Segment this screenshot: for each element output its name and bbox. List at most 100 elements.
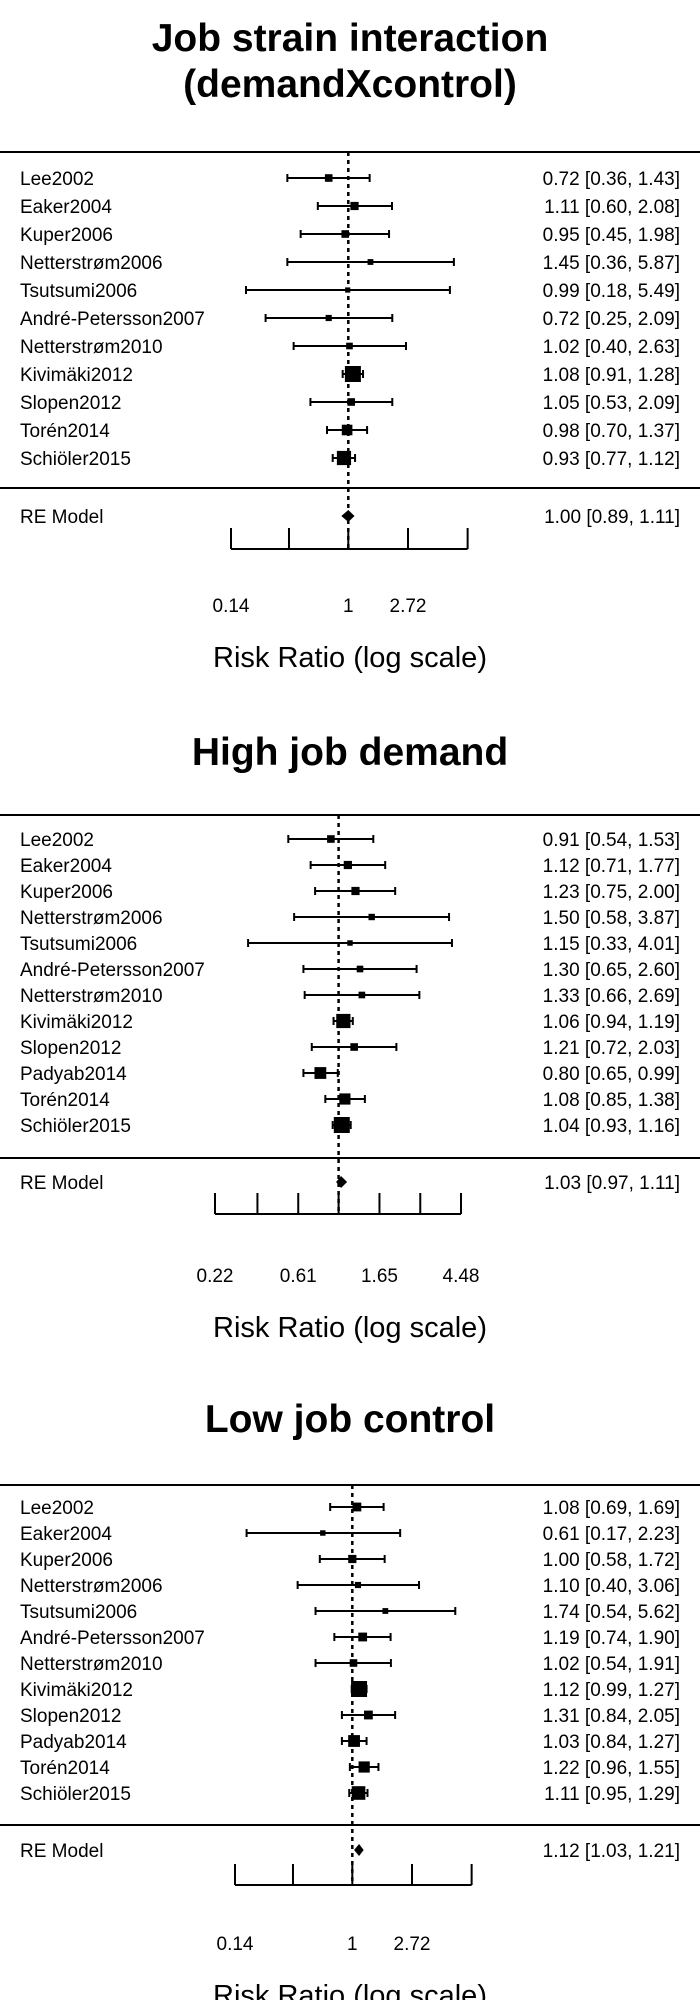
- point-estimate: [358, 1761, 370, 1773]
- point-estimate: [339, 1093, 351, 1105]
- study-row: Slopen2012 1.31 [0.84, 2.05]: [20, 1706, 680, 1727]
- study-label: Schiöler2015: [20, 449, 131, 470]
- study-row: Lee2002 1.08 [0.69, 1.69]: [20, 1498, 680, 1519]
- study-estimate: 1.10 [0.40, 3.06]: [543, 1576, 680, 1597]
- study-row: Netterstrøm2006 1.10 [0.40, 3.06]: [20, 1576, 680, 1597]
- summary-label: RE Model: [20, 1841, 103, 1862]
- point-estimate: [358, 1632, 368, 1642]
- study-estimate: 1.08 [0.91, 1.28]: [543, 365, 680, 386]
- study-estimate: 0.61 [0.17, 2.23]: [543, 1524, 680, 1545]
- study-label: Netterstrøm2006: [20, 1576, 163, 1597]
- study-label: Eaker2004: [20, 856, 112, 877]
- point-estimate: [324, 174, 333, 182]
- summary-estimate: 1.00 [0.89, 1.11]: [544, 507, 680, 528]
- study-label: Kuper2006: [20, 1550, 113, 1571]
- study-row: Kuper2006 0.95 [0.45, 1.98]: [20, 225, 680, 246]
- point-estimate: [352, 1502, 362, 1512]
- study-label: Slopen2012: [20, 1038, 121, 1059]
- study-estimate: 1.00 [0.58, 1.72]: [543, 1550, 680, 1571]
- chart-title: Job strain interaction (demandXcontrol): [151, 17, 549, 106]
- point-estimate: [348, 1735, 360, 1747]
- tick-label: 0.61: [280, 1266, 317, 1287]
- study-row: Schiöler2015 1.11 [0.95, 1.29]: [20, 1784, 680, 1805]
- summary-estimate: 1.03 [0.97, 1.11]: [544, 1173, 680, 1194]
- study-row: Tsutsumi2006 1.74 [0.54, 5.62]: [20, 1602, 680, 1623]
- study-label: Torén2014: [20, 421, 110, 442]
- study-label: Netterstrøm2006: [20, 908, 163, 929]
- study-label: Netterstrøm2010: [20, 986, 163, 1007]
- study-label: Netterstrøm2010: [20, 1654, 163, 1675]
- study-row: Padyab2014 1.03 [0.84, 1.27]: [20, 1732, 680, 1753]
- study-label: Kivimäki2012: [20, 365, 133, 386]
- point-estimate: [351, 1786, 366, 1800]
- tick-label: 0.22: [197, 1266, 234, 1287]
- point-estimate: [347, 940, 353, 946]
- study-row: André-Petersson2007 1.19 [0.74, 1.90]: [20, 1628, 680, 1649]
- study-row: Tsutsumi2006 1.15 [0.33, 4.01]: [20, 934, 680, 955]
- chart-title: High job demand: [191, 731, 509, 774]
- point-estimate: [314, 1067, 327, 1079]
- summary-row: RE Model 1.00 [0.89, 1.11]: [20, 507, 680, 528]
- study-estimate: 1.21 [0.72, 2.03]: [543, 1038, 680, 1059]
- tick-label: 2.72: [394, 1934, 431, 1955]
- study-estimate: 0.93 [0.77, 1.12]: [543, 449, 680, 470]
- study-estimate: 0.98 [0.70, 1.37]: [543, 421, 680, 442]
- study-label: Tsutsumi2006: [20, 281, 137, 302]
- summary-label: RE Model: [20, 1173, 103, 1194]
- study-estimate: 1.15 [0.33, 4.01]: [543, 934, 680, 955]
- study-estimate: 1.04 [0.93, 1.16]: [543, 1116, 680, 1137]
- x-axis: 0.14 1 2.72: [213, 528, 469, 617]
- study-label: Kuper2006: [20, 882, 113, 903]
- forest-plot-job-strain: Job strain interaction (demandXcontrol) …: [0, 0, 700, 700]
- study-label: Torén2014: [20, 1090, 110, 1111]
- study-row: Slopen2012 1.05 [0.53, 2.09]: [20, 393, 680, 414]
- study-estimate: 1.45 [0.36, 5.87]: [543, 253, 680, 274]
- study-estimate: 1.06 [0.94, 1.19]: [543, 1012, 680, 1033]
- forest-plot-svg: Lee2002 0.91 [0.54, 1.53] Eaker2004 1.12 [0…: [0, 814, 700, 1344]
- point-estimate: [336, 450, 352, 466]
- tick-label: 1.65: [361, 1266, 398, 1287]
- study-row: Slopen2012 1.21 [0.72, 2.03]: [20, 1038, 680, 1059]
- study-estimate: 1.11 [0.60, 2.08]: [544, 197, 680, 218]
- tick-label: 0.14: [217, 1934, 254, 1955]
- study-estimate: 1.19 [0.74, 1.90]: [543, 1628, 680, 1649]
- study-label: André-Petersson2007: [20, 960, 205, 981]
- study-label: Kivimäki2012: [20, 1012, 133, 1033]
- study-estimate: 1.02 [0.54, 1.91]: [543, 1654, 680, 1675]
- summary-estimate: 1.12 [1.03, 1.21]: [543, 1841, 680, 1862]
- study-label: Schiöler2015: [20, 1116, 131, 1137]
- study-row: Netterstrøm2006 1.45 [0.36, 5.87]: [20, 253, 680, 274]
- study-estimate: 0.80 [0.65, 0.99]: [543, 1064, 680, 1085]
- study-row: André-Petersson2007 1.30 [0.65, 2.60]: [20, 960, 680, 981]
- point-estimate: [348, 1554, 357, 1564]
- study-row: Kuper2006 1.23 [0.75, 2.00]: [20, 882, 680, 903]
- study-estimate: 1.31 [0.84, 2.05]: [543, 1706, 680, 1727]
- point-estimate: [354, 1581, 362, 1589]
- study-label: Netterstrøm2010: [20, 337, 163, 358]
- study-label: Padyab2014: [20, 1732, 127, 1753]
- point-estimate: [341, 424, 353, 436]
- chart-title: Low job control: [204, 1398, 496, 1441]
- tick-label: 1: [343, 596, 354, 617]
- study-estimate: 1.12 [0.99, 1.27]: [543, 1680, 680, 1701]
- point-estimate: [350, 201, 359, 211]
- study-label: Tsutsumi2006: [20, 1602, 137, 1623]
- study-estimate: 1.08 [0.69, 1.69]: [543, 1498, 680, 1519]
- tick-label: 4.48: [443, 1266, 480, 1287]
- forest-plot-high-job-demand: High job demand Lee2002 0.91 [0.54, 1.53]…: [0, 720, 700, 1360]
- study-row: Padyab2014 0.80 [0.65, 0.99]: [20, 1064, 680, 1085]
- study-row: Kivimäki2012 1.08 [0.91, 1.28]: [20, 365, 680, 386]
- study-row: Tsutsumi2006 0.99 [0.18, 5.49]: [20, 281, 680, 302]
- point-estimate: [341, 230, 350, 238]
- study-label: Eaker2004: [20, 197, 112, 218]
- study-estimate: 1.22 [0.96, 1.55]: [543, 1758, 680, 1779]
- study-row: Eaker2004 1.11 [0.60, 2.08]: [20, 197, 680, 218]
- study-estimate: 1.23 [0.75, 2.00]: [543, 882, 680, 903]
- x-axis: 0.14 1 2.72: [217, 1864, 473, 1955]
- point-estimate: [336, 1013, 351, 1029]
- study-label: André-Petersson2007: [20, 309, 205, 330]
- study-row: Lee2002 0.91 [0.54, 1.53]: [20, 830, 680, 851]
- point-estimate: [358, 991, 366, 999]
- study-row: André-Petersson2007 0.72 [0.25, 2.09]: [20, 309, 680, 330]
- point-estimate: [345, 287, 351, 293]
